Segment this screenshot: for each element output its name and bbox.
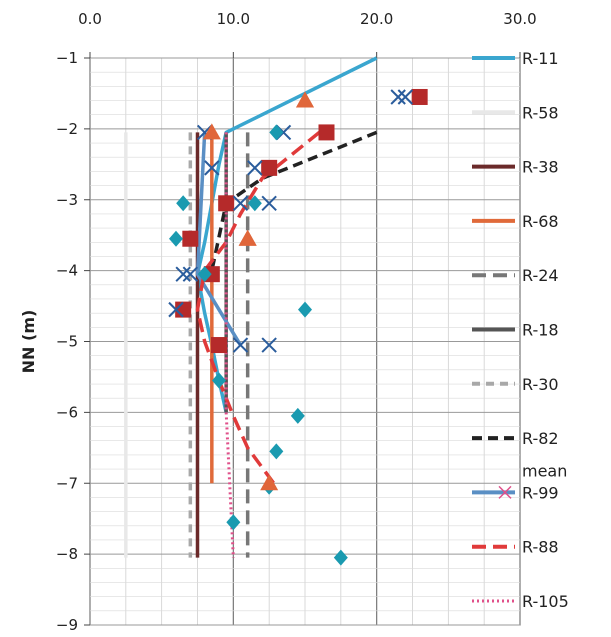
- x-marker: [247, 160, 263, 176]
- diamond-marker: [269, 124, 284, 141]
- x-marker-stroke: [182, 266, 199, 282]
- legend-label: mean: [522, 461, 567, 480]
- diamond-marker: [212, 372, 226, 389]
- grid: [89, 57, 521, 626]
- legend-label: R-24: [522, 266, 559, 285]
- triangle-marker: [296, 91, 314, 108]
- y-axis-label: NN (m): [19, 310, 38, 374]
- x-marker-stroke: [232, 337, 249, 353]
- series-line-mean-r-99: [195, 132, 242, 346]
- y-tick-label: −7: [56, 474, 78, 492]
- diamond-marker: [226, 514, 241, 531]
- y-tick-label: −5: [56, 333, 78, 351]
- diamond-marker: [333, 549, 348, 566]
- square-marker: [211, 337, 227, 354]
- y-tick-label: −9: [56, 616, 78, 634]
- diamond-marker: [247, 195, 262, 212]
- x-marker: [261, 337, 277, 353]
- legend-label: R-38: [522, 158, 559, 177]
- series-layer: [124, 56, 378, 558]
- diamond-marker: [176, 195, 191, 212]
- legend-label: R-88: [522, 538, 559, 557]
- legend: R-11 R-58 R-38 R-68 R-24 R-18 R-30 R-82 mean R-99…: [472, 49, 569, 611]
- x-marker-stroke: [168, 301, 184, 318]
- x-marker-stroke: [261, 337, 277, 353]
- x-marker: [182, 266, 199, 282]
- series-line-r-11: [195, 56, 378, 413]
- legend-x-marker: [498, 485, 512, 499]
- square-marker: [318, 124, 335, 141]
- x-tick-label: 20.0: [360, 10, 393, 28]
- series-line-r-105: [224, 132, 235, 558]
- square-marker: [182, 230, 199, 247]
- x-marker-stroke: [397, 89, 414, 105]
- x-marker: [204, 160, 220, 176]
- x-marker-stroke: [204, 160, 220, 176]
- x-marker: [175, 266, 191, 282]
- square-marker: [175, 301, 192, 318]
- y-tick-label: −2: [56, 120, 78, 138]
- legend-label: R-105: [522, 592, 569, 611]
- markers-layer: [168, 88, 428, 566]
- x-tick-label: 10.0: [217, 10, 250, 28]
- y-tick-label: −3: [56, 191, 78, 209]
- x-marker: [168, 301, 184, 318]
- series-line-r-88: [195, 131, 321, 488]
- legend-label: R-18: [522, 321, 559, 340]
- x-marker-stroke: [247, 160, 263, 176]
- x-marker-stroke: [175, 266, 191, 282]
- diamond-marker: [169, 230, 183, 247]
- y-tick-label: −4: [56, 262, 78, 280]
- legend-label: R-68: [522, 212, 559, 231]
- x-tick-label: 30.0: [503, 10, 536, 28]
- legend-label: R-82: [522, 429, 559, 448]
- y-tick-label: −6: [56, 403, 78, 421]
- x-marker: [261, 195, 277, 212]
- square-marker: [218, 195, 235, 212]
- x-marker-stroke: [196, 124, 213, 141]
- legend-label: R-99: [522, 483, 559, 502]
- triangle-marker: [238, 229, 257, 246]
- x-marker-stroke: [498, 485, 512, 499]
- triangle-marker: [260, 474, 279, 491]
- legend-label: R-58: [522, 103, 559, 122]
- legend-label: R-11: [522, 49, 559, 68]
- series-line-r-82: [210, 130, 378, 271]
- diamond-marker: [269, 443, 284, 460]
- x-marker: [232, 337, 249, 353]
- x-tick-label: 0.0: [78, 10, 102, 28]
- legend-label: R-30: [522, 375, 559, 394]
- x-marker: [397, 89, 414, 105]
- triangle-marker: [202, 123, 221, 140]
- x-marker: [232, 195, 249, 212]
- x-marker-stroke: [261, 195, 277, 212]
- square-marker: [261, 159, 278, 176]
- diamond-marker: [197, 266, 212, 283]
- x-marker-stroke: [390, 89, 406, 105]
- y-tick-label: −1: [56, 49, 78, 67]
- y-tick-label: −8: [56, 545, 78, 563]
- x-marker-stroke: [232, 195, 249, 212]
- x-marker: [390, 89, 406, 105]
- diamond-marker: [290, 407, 305, 424]
- square-marker: [411, 88, 428, 105]
- diamond-marker: [298, 301, 312, 318]
- axes: 0.0 10.0 20.0 30.0 −1 −2 −3 −4 −5 −6 −7 −8 −9: [56, 10, 537, 634]
